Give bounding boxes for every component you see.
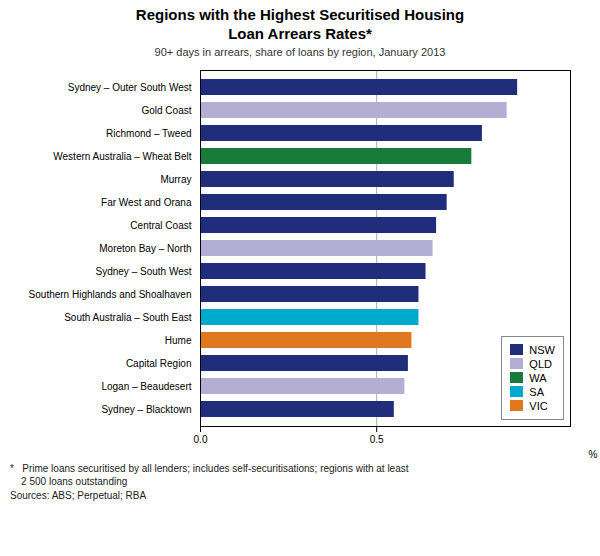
svg-text:Southern Highlands and Shoalha: Southern Highlands and Shoalhaven: [29, 288, 192, 299]
svg-text:Far West and Orana: Far West and Orana: [101, 196, 192, 207]
svg-text:South Australia – South East: South Australia – South East: [64, 311, 192, 322]
svg-text:Moreton Bay – North: Moreton Bay – North: [99, 242, 191, 253]
html-text:* Prime loans securitised by a: * Prime loans securitised by all lenders…: [10, 462, 409, 501]
svg-text:Murray: Murray: [160, 173, 191, 184]
svg-text:Sydney – Outer South West: Sydney – Outer South West: [68, 81, 192, 92]
svg-text:Western Australia – Wheat Belt: Western Australia – Wheat Belt: [53, 150, 191, 161]
svg-text:Gold Coast: Gold Coast: [141, 104, 191, 115]
svg-text:Central Coast: Central Coast: [130, 219, 191, 230]
svg-text:Sydney – South West: Sydney – South West: [96, 265, 192, 276]
svg-text:0.0: 0.0: [194, 433, 208, 444]
svg-text:Capital Region: Capital Region: [126, 357, 192, 368]
html-text:90+ days in arrears, share of: 90+ days in arrears, share of loans by r…: [154, 45, 446, 58]
html-text:QLD: QLD: [529, 357, 552, 370]
svg-text:0.5: 0.5: [370, 433, 384, 444]
html-text:WA: WA: [529, 371, 547, 384]
html-text:VIC: VIC: [529, 399, 548, 412]
html-text:Regions with the Highest Secur: Regions with the Highest Securitised Hou…: [135, 6, 465, 42]
svg-text:Hume: Hume: [165, 334, 192, 345]
html-text:SA: SA: [529, 385, 544, 398]
html-text:NSW: NSW: [529, 343, 555, 356]
svg-text:%: %: [589, 448, 598, 459]
svg-text:Logan – Beaudesert: Logan – Beaudesert: [101, 380, 191, 391]
svg-text:Sydney – Blacktown: Sydney – Blacktown: [101, 403, 191, 414]
svg-text:Richmond – Tweed: Richmond – Tweed: [106, 127, 191, 138]
